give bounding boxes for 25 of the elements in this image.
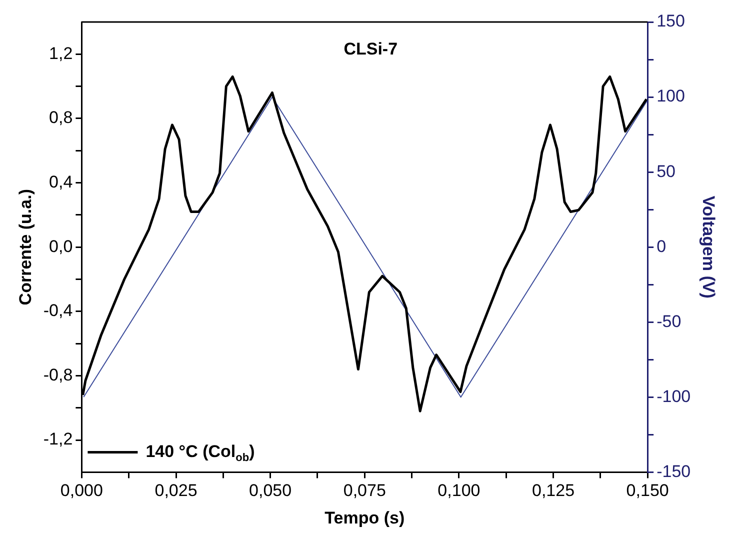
x-tick-label: 0,000 [60,481,103,500]
x-tick-label: 0,125 [532,481,575,500]
y2-tick-label: -50 [656,312,682,331]
x-tick-label: 0,150 [626,481,669,500]
y-tick-label: 0,4 [49,172,73,192]
y2-tick-label: 150 [656,12,685,31]
y-tick-label: 1,2 [49,44,73,63]
y2-tick-label: -150 [656,462,691,481]
y-axis-title: Corrente (u.a.) [16,189,35,306]
y2-tick-label: -100 [656,386,691,406]
y-tick-label: -1,2 [43,430,73,449]
x-tick-label: 0,050 [249,481,292,500]
y-tick-label: 0,0 [49,236,73,256]
x-tick-label: 0,075 [343,481,386,500]
x-tick-label: 0,100 [438,481,480,500]
y2-tick-label: 50 [656,162,676,181]
y2-tick-label: 0 [656,236,666,256]
text: CLSi-7 [344,40,398,59]
y2-tick-label: 100 [656,86,685,106]
y-tick-label: 0,8 [49,108,73,128]
y2-axis-title: Voltagem (V) [699,196,718,298]
x-axis-title: Tempo (s) [324,508,405,528]
y-tick-label: -0,8 [43,365,73,384]
y-tick-label: -0,4 [43,301,73,320]
x-tick-label: 0,025 [154,481,198,500]
